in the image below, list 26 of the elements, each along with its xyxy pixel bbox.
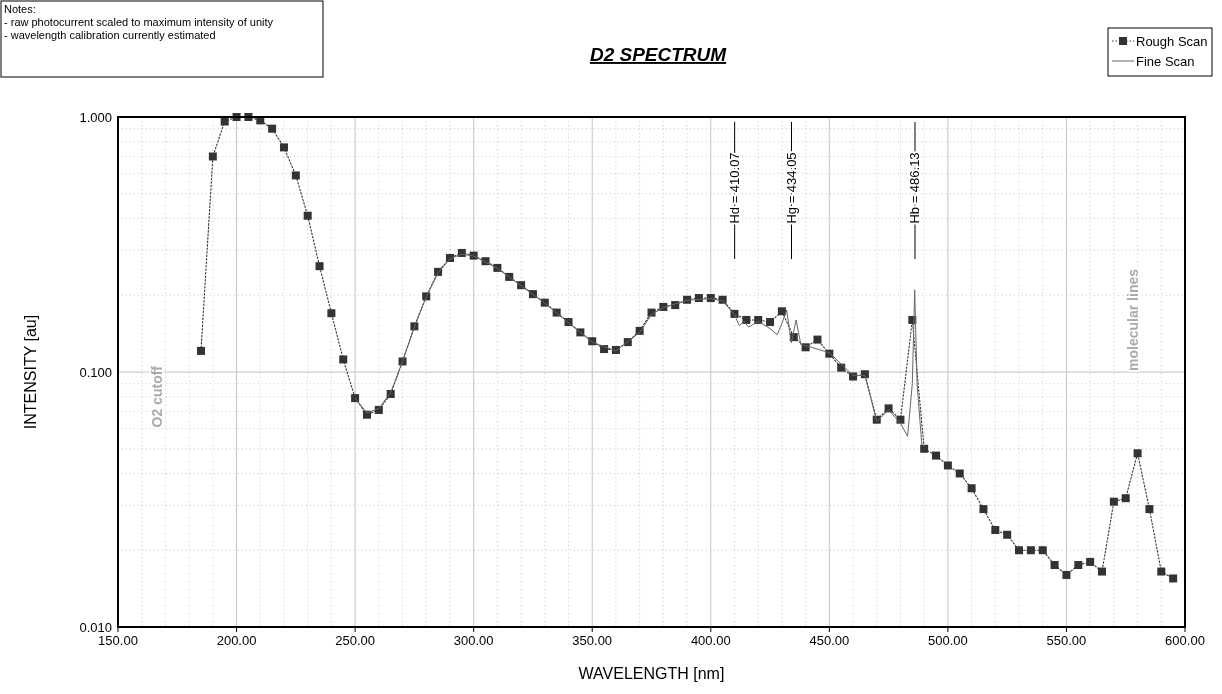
chart-title: D2 SPECTRUM <box>589 44 728 65</box>
x-tick-label: 600.00 <box>1165 633 1205 648</box>
text: - raw photocurrent scaled to maximum intensity of unity <box>4 16 274 28</box>
ref-line-label: Hd = 410.07 <box>726 152 742 224</box>
x-tick-label: 350.00 <box>572 633 613 648</box>
y-tick-label: 0.010 <box>79 620 112 635</box>
y-tick-label: 1.000 <box>79 110 112 125</box>
x-tick-label: 200.00 <box>216 633 257 648</box>
x-tick-label: 550.00 <box>1046 633 1087 648</box>
x-tick-label: 300.00 <box>453 633 494 648</box>
ref-line-label: Hg = 434.05 <box>783 152 799 224</box>
x-tick-label: 250.00 <box>335 633 375 648</box>
annotation: O2 cutoff <box>149 365 165 428</box>
x-tick-label: 500.00 <box>928 633 968 648</box>
legend-label: Fine Scan <box>1136 54 1195 69</box>
y-tick-label: 0.100 <box>79 365 112 380</box>
x-tick-label: 150.00 <box>98 633 138 648</box>
legend-label: Rough Scan <box>1136 34 1208 49</box>
text: - wavelength calibration currently estimated <box>4 29 216 41</box>
text: Notes: <box>4 3 36 15</box>
y-axis-title: INTENSITY [au] <box>22 314 39 430</box>
ref-line-label: Hb = 486.13 <box>907 152 922 224</box>
x-tick-label: 450.00 <box>809 633 850 648</box>
annotation: molecular lines <box>1125 268 1141 371</box>
x-axis-title: WAVELENGTH [nm] <box>578 665 725 682</box>
x-tick-label: 400.00 <box>690 633 731 648</box>
